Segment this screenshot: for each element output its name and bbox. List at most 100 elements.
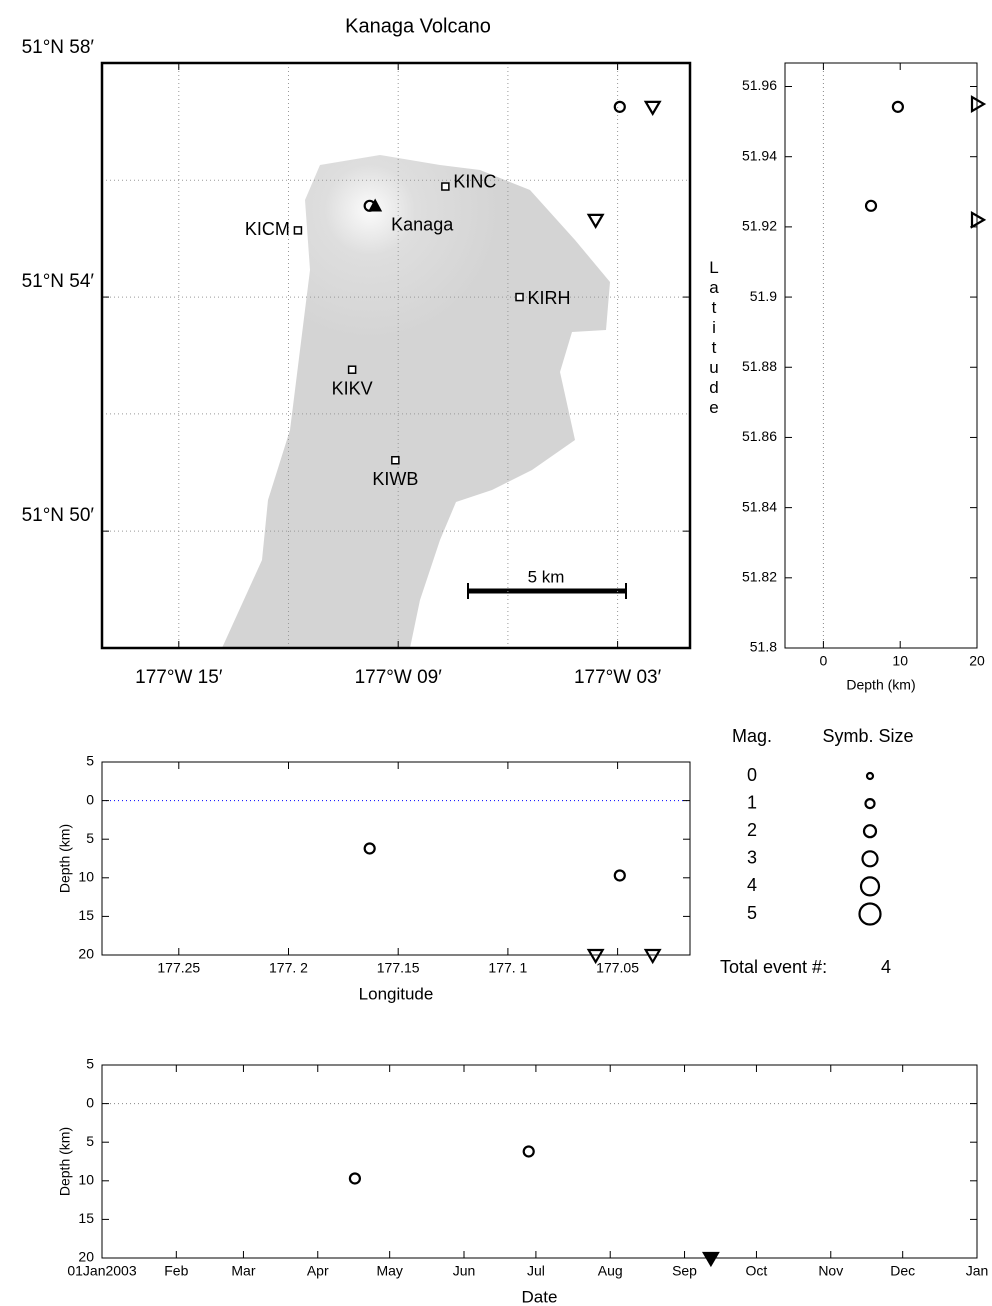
event-circle bbox=[522, 1145, 535, 1158]
x-tick-label: 177. 2 bbox=[269, 960, 308, 976]
y-tick-label: 51°N 50′ bbox=[22, 505, 95, 526]
x-tick-label: Dec bbox=[890, 1263, 915, 1279]
event-circle bbox=[613, 100, 626, 113]
station bbox=[293, 226, 303, 235]
y-tick-label: 10 bbox=[78, 1172, 94, 1188]
y-tick-label: 51.82 bbox=[742, 569, 777, 585]
x-tick-label: 01Jan2003 bbox=[67, 1263, 137, 1279]
station bbox=[441, 182, 450, 191]
x-tick-label: Jan bbox=[966, 1263, 989, 1279]
legend-mag-label: 2 bbox=[747, 820, 757, 840]
event-circle bbox=[613, 869, 626, 882]
y-tick-label: 5 bbox=[86, 1133, 94, 1149]
y-tick-label: 15 bbox=[78, 1210, 94, 1226]
legend-mag-label: 3 bbox=[747, 848, 757, 868]
chart-title: Kanaga Volcano bbox=[345, 15, 491, 37]
legend-mag-label: 4 bbox=[747, 875, 757, 895]
x-tick-label: 10 bbox=[892, 653, 908, 669]
plot-frame bbox=[101, 761, 691, 956]
y-axis-label: Depth (km) bbox=[57, 824, 73, 893]
station-label: KIRH bbox=[528, 288, 571, 308]
y-tick-label: 51°N 58′ bbox=[22, 37, 95, 58]
x-tick-label: 177°W 03′ bbox=[574, 667, 662, 688]
legend-symbol bbox=[861, 850, 879, 868]
y-tick-label: 20 bbox=[78, 946, 94, 962]
volcano-label: Kanaga bbox=[391, 214, 454, 234]
y-tick-label: 51.88 bbox=[742, 358, 777, 374]
y-tick-label: 20 bbox=[78, 1249, 94, 1265]
y-tick-label: 5 bbox=[86, 1056, 94, 1072]
y-axis-label: Depth (km) bbox=[57, 1127, 73, 1196]
legend-title: Mag. bbox=[732, 726, 772, 746]
station bbox=[391, 456, 400, 465]
y-tick-label: 0 bbox=[86, 1094, 94, 1110]
x-tick-label: 177°W 09′ bbox=[355, 667, 443, 688]
x-axis-label: Depth (km) bbox=[846, 677, 915, 693]
legend-mag-label: 1 bbox=[747, 792, 757, 812]
legend-symbol bbox=[862, 824, 878, 839]
event-circle bbox=[363, 199, 376, 212]
event-triangle bbox=[970, 95, 987, 113]
total-value: 4 bbox=[881, 957, 891, 977]
x-tick-label: Mar bbox=[231, 1263, 255, 1279]
y-tick-label: 51°N 54′ bbox=[22, 271, 95, 292]
scale-bar-label: 5 km bbox=[528, 567, 565, 586]
station-label: KICM bbox=[245, 219, 290, 239]
x-tick-label: Apr bbox=[307, 1263, 329, 1279]
land bbox=[222, 155, 610, 648]
event-circle bbox=[864, 199, 878, 212]
y-tick-label: 10 bbox=[78, 869, 94, 885]
station-label: KINC bbox=[453, 171, 496, 191]
legend-mag-label: 5 bbox=[747, 903, 757, 923]
y-tick-label: 0 bbox=[86, 791, 94, 807]
x-tick-label: Oct bbox=[746, 1263, 768, 1279]
y-tick-label: 15 bbox=[78, 907, 94, 923]
event-triangle bbox=[586, 948, 605, 965]
plot-frame bbox=[101, 1064, 978, 1259]
y-tick-label: 51.94 bbox=[742, 147, 777, 163]
y-tick-label: 51.86 bbox=[742, 428, 777, 444]
legend-size-title: Symb. Size bbox=[822, 726, 913, 746]
x-tick-label: Sep bbox=[672, 1263, 697, 1279]
plot-frame bbox=[784, 62, 978, 649]
y-tick-label: 51.9 bbox=[750, 288, 777, 304]
event-triangle bbox=[701, 1251, 720, 1268]
x-axis-label: Longitude bbox=[359, 984, 434, 1003]
x-tick-label: 177°W 15′ bbox=[135, 667, 223, 688]
legend-symbol bbox=[859, 876, 881, 897]
y-axis-label: Latitude bbox=[705, 258, 724, 418]
x-tick-label: May bbox=[376, 1263, 402, 1279]
x-tick-label: 177. 1 bbox=[488, 960, 527, 976]
y-tick-label: 51.84 bbox=[742, 498, 777, 514]
legend-symbol bbox=[865, 771, 875, 781]
legend-symbol bbox=[858, 902, 882, 926]
x-tick-label: Jun bbox=[453, 1263, 476, 1279]
station-label: KIWB bbox=[372, 469, 418, 489]
y-tick-label: 5 bbox=[86, 753, 94, 769]
event-triangle bbox=[586, 213, 605, 230]
x-tick-label: 0 bbox=[820, 653, 828, 669]
y-tick-label: 51.8 bbox=[750, 639, 777, 655]
station-label: KIKV bbox=[332, 378, 373, 398]
island bbox=[222, 155, 610, 648]
event-circle bbox=[348, 1172, 362, 1185]
legend-mag-label: 0 bbox=[747, 765, 757, 785]
x-axis-label: Date bbox=[522, 1287, 558, 1306]
event-triangle bbox=[643, 100, 662, 117]
event-triangle bbox=[970, 210, 987, 229]
event-circle bbox=[891, 100, 904, 113]
x-tick-label: Nov bbox=[818, 1263, 843, 1279]
y-tick-label: 5 bbox=[86, 830, 94, 846]
legend-symbol bbox=[864, 797, 876, 810]
x-tick-label: 177.15 bbox=[377, 960, 420, 976]
x-tick-label: 177.05 bbox=[596, 960, 639, 976]
x-tick-label: 20 bbox=[969, 653, 985, 669]
y-tick-label: 51.92 bbox=[742, 218, 777, 234]
x-tick-label: 177.25 bbox=[157, 960, 200, 976]
y-tick-label: 51.96 bbox=[742, 77, 777, 93]
plot-frame bbox=[100, 61, 692, 650]
x-tick-label: Aug bbox=[598, 1263, 623, 1279]
total-label: Total event #: bbox=[720, 957, 827, 977]
station bbox=[347, 365, 357, 374]
